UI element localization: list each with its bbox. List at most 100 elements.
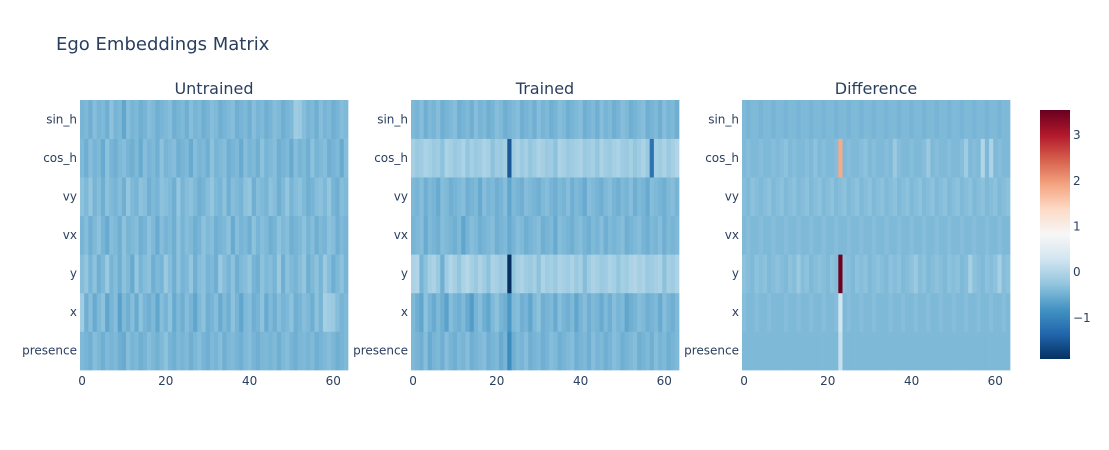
colorbar-tick-label: 2 bbox=[1073, 174, 1081, 188]
heatmap-cell bbox=[620, 331, 625, 371]
heatmap-cell bbox=[427, 138, 433, 178]
heatmap-cell bbox=[800, 138, 806, 178]
heatmap-cell bbox=[318, 177, 324, 217]
heatmap-cell bbox=[586, 254, 592, 294]
heatmap-cell bbox=[234, 292, 240, 332]
heatmap-cell bbox=[251, 215, 257, 255]
heatmap-cell bbox=[855, 331, 860, 371]
heatmap-cell bbox=[486, 138, 491, 178]
heatmap-cell bbox=[151, 138, 156, 178]
heatmap-cell bbox=[138, 215, 144, 255]
heatmap-cell bbox=[448, 138, 454, 178]
colorbar-tick-label: 3 bbox=[1073, 128, 1081, 142]
heatmap-cell bbox=[662, 100, 667, 139]
heatmap-cell bbox=[536, 138, 542, 178]
heatmap-cell bbox=[909, 138, 915, 178]
heatmap-cell bbox=[440, 177, 445, 217]
heatmap-cell bbox=[507, 100, 512, 139]
heatmap-cell bbox=[310, 215, 315, 255]
heatmap-cell bbox=[645, 254, 651, 294]
heatmap-cell bbox=[662, 177, 667, 217]
heatmap-cell bbox=[586, 138, 592, 178]
heatmap-cell bbox=[469, 138, 475, 178]
heatmap-cell bbox=[783, 100, 789, 139]
heatmap-cell bbox=[264, 215, 269, 255]
heatmap-cell bbox=[318, 138, 324, 178]
heatmap-cell bbox=[180, 292, 186, 332]
heatmap-cell bbox=[214, 100, 219, 139]
heatmap-cell bbox=[109, 138, 114, 178]
heatmap-cell bbox=[301, 215, 307, 255]
heatmap-cell bbox=[478, 138, 483, 178]
heatmap-cell bbox=[750, 254, 755, 294]
heatmap-cell bbox=[775, 138, 781, 178]
heatmap-cell bbox=[624, 177, 630, 217]
heatmap-cell bbox=[314, 177, 320, 217]
heatmap-cell bbox=[938, 292, 944, 332]
heatmap-cell bbox=[884, 138, 889, 178]
heatmap-cell bbox=[147, 177, 152, 217]
heatmap-cell bbox=[134, 177, 139, 217]
heatmap-cell bbox=[884, 292, 889, 332]
heatmap-cell bbox=[276, 331, 282, 371]
heatmap-cell bbox=[436, 292, 441, 332]
heatmap-cell bbox=[193, 100, 198, 139]
heatmap-cell bbox=[268, 292, 273, 332]
heatmap-cell bbox=[855, 292, 860, 332]
heatmap-cell bbox=[972, 331, 977, 371]
heatmap-cell bbox=[411, 254, 416, 294]
heatmap-cell bbox=[582, 292, 588, 332]
heatmap-cell bbox=[335, 177, 340, 217]
heatmap-cell bbox=[549, 215, 554, 255]
heatmap-cell bbox=[427, 100, 433, 139]
heatmap-cell bbox=[297, 254, 303, 294]
heatmap-cell bbox=[423, 100, 429, 139]
heatmap-cell bbox=[595, 138, 600, 178]
heatmap-cell bbox=[431, 138, 437, 178]
heatmap-cell bbox=[767, 138, 772, 178]
heatmap-cell bbox=[582, 138, 588, 178]
heatmap-cell bbox=[666, 138, 671, 178]
heatmap-cell bbox=[490, 331, 496, 371]
heatmap-cell bbox=[955, 100, 961, 139]
heatmap-cell bbox=[515, 138, 521, 178]
heatmap-cell bbox=[142, 138, 148, 178]
heatmap-cell bbox=[758, 215, 764, 255]
heatmap-cell bbox=[662, 292, 667, 332]
heatmap-cell bbox=[628, 331, 634, 371]
heatmap-cell bbox=[867, 100, 873, 139]
heatmap-cell bbox=[758, 254, 764, 294]
heatmap-cell bbox=[163, 331, 169, 371]
colorbar-tick-label: 0 bbox=[1073, 265, 1081, 279]
heatmap-cell bbox=[293, 177, 299, 217]
heatmap-cell bbox=[209, 138, 215, 178]
heatmap-cell bbox=[892, 292, 898, 332]
heatmap-cell bbox=[909, 292, 915, 332]
heatmap-cell bbox=[188, 100, 194, 139]
heatmap-cell bbox=[871, 331, 877, 371]
heatmap-cell bbox=[653, 138, 659, 178]
heatmap-cell bbox=[255, 292, 261, 332]
heatmap-cell bbox=[809, 177, 814, 217]
heatmap-cell bbox=[963, 292, 969, 332]
heatmap-cell bbox=[436, 331, 441, 371]
heatmap-cell bbox=[825, 292, 831, 332]
heatmap-cell bbox=[645, 100, 651, 139]
heatmap-cell bbox=[528, 138, 533, 178]
heatmap-cell bbox=[578, 254, 584, 294]
heatmap-cell bbox=[880, 254, 885, 294]
heatmap-cell bbox=[478, 100, 483, 139]
heatmap-cell bbox=[561, 215, 567, 255]
heatmap-cell bbox=[821, 215, 827, 255]
heatmap-cell bbox=[846, 177, 852, 217]
heatmap-cell bbox=[482, 331, 487, 371]
heatmap-cell bbox=[176, 215, 181, 255]
heatmap-cell bbox=[574, 215, 579, 255]
heatmap-cell bbox=[603, 100, 609, 139]
heatmap-cell bbox=[285, 100, 290, 139]
heatmap-cell bbox=[222, 100, 227, 139]
heatmap-cell bbox=[888, 177, 894, 217]
heatmap-cell bbox=[335, 331, 340, 371]
heatmap-cell bbox=[775, 100, 781, 139]
heatmap-cell bbox=[109, 254, 114, 294]
